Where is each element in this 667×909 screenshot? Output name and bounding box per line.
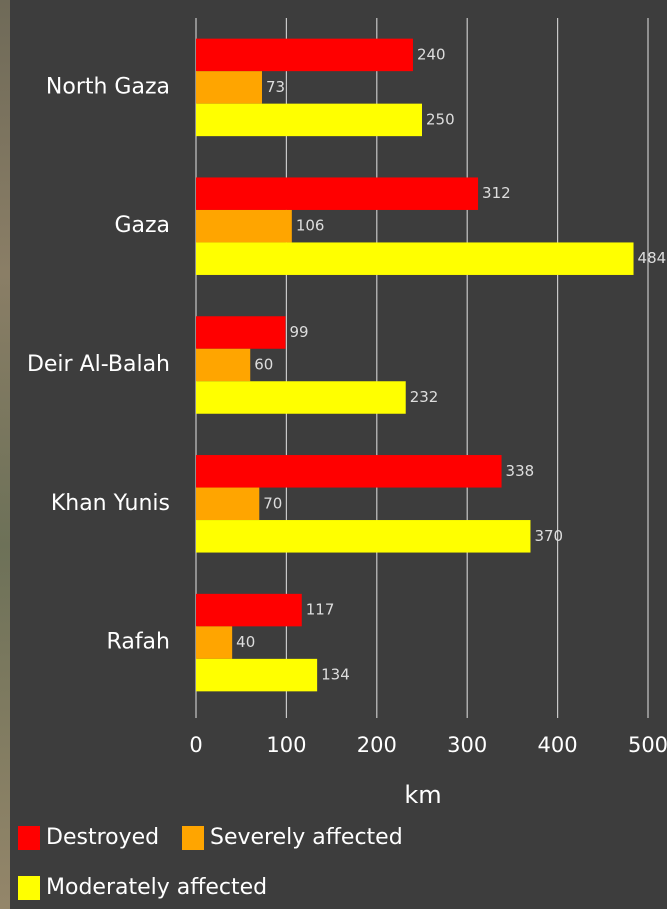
data-label: 240	[417, 45, 446, 63]
bar	[196, 520, 530, 553]
x-tick-label: 500	[628, 733, 667, 757]
bar	[196, 71, 262, 104]
legend-swatch	[18, 876, 40, 900]
bar	[196, 659, 317, 692]
y-tick-label: North Gaza	[46, 74, 170, 99]
bar	[196, 626, 232, 659]
bar	[196, 104, 422, 136]
bar	[196, 242, 634, 275]
x-axis-title: km	[404, 781, 441, 809]
data-label: 40	[236, 633, 255, 651]
y-tick-label: Deir Al-Balah	[27, 352, 170, 377]
bar	[196, 381, 406, 414]
legend-swatch	[182, 826, 204, 850]
data-label: 134	[321, 666, 350, 684]
x-tick-label: 300	[447, 733, 487, 757]
data-label: 60	[254, 356, 273, 374]
data-label: 370	[534, 527, 563, 545]
data-label: 99	[289, 323, 308, 341]
bar	[196, 210, 292, 243]
legend-label: Moderately affected	[46, 875, 267, 900]
bar	[196, 39, 413, 72]
data-label: 484	[638, 249, 667, 267]
legend-label: Destroyed	[46, 825, 159, 850]
data-label: 338	[506, 462, 535, 480]
y-tick-label: Rafah	[107, 630, 170, 655]
y-tick-label: Khan Yunis	[51, 491, 170, 516]
bar	[196, 488, 259, 521]
chart: km 0 100 200 300 400 500 North Gaza 240 73 250 Gaz…	[0, 0, 667, 909]
legend-swatch	[18, 826, 40, 850]
x-tick-label: 200	[357, 733, 397, 757]
bar	[196, 177, 478, 210]
bar	[196, 316, 285, 349]
data-label: 232	[410, 388, 439, 406]
x-tick-label: 0	[189, 733, 202, 757]
x-tick-label: 400	[538, 733, 578, 757]
bar	[196, 455, 502, 488]
bar	[196, 349, 250, 382]
legend-label: Severely affected	[210, 825, 403, 850]
data-label: 312	[482, 184, 511, 202]
bar	[196, 594, 302, 627]
data-label: 73	[266, 78, 285, 96]
y-tick-label: Gaza	[114, 213, 170, 238]
data-label: 70	[263, 494, 282, 512]
x-tick-label: 100	[266, 733, 306, 757]
data-label: 117	[306, 601, 335, 619]
data-label: 106	[296, 217, 325, 235]
data-label: 250	[426, 110, 455, 128]
map-strip	[0, 0, 10, 909]
background	[0, 0, 667, 909]
